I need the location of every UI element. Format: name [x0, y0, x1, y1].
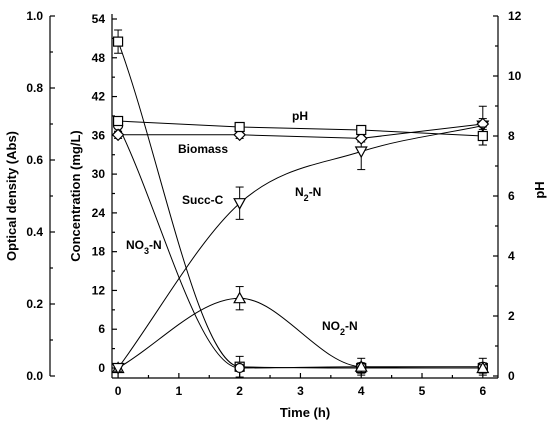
marker-n2-n [233, 198, 247, 210]
y-axis-title-ph: pH [532, 181, 547, 198]
series-line-n2-n [117, 125, 483, 369]
axes-layer: 0.00.20.40.60.81.00612182430364248540246… [26, 9, 521, 398]
annotation-no2-n: NO2-N [322, 319, 358, 337]
conc-tick-label: 36 [92, 128, 106, 142]
ph-tick-label: 0 [508, 369, 515, 383]
annotation-n2-n-sub: 2 [304, 193, 309, 203]
conc-tick-label: 18 [92, 245, 106, 259]
ph-tick-label: 2 [508, 309, 515, 323]
y-axis-title-concentration: Concentration (mg/L) [68, 130, 83, 261]
annotation-no3-n: NO3-N [126, 238, 162, 256]
conc-tick-label: 0 [98, 361, 105, 375]
marker-no3-n [234, 362, 245, 374]
marker-n2-n [111, 362, 125, 375]
marker-ph [477, 130, 488, 142]
marker-biomass [354, 132, 368, 145]
marker-ph [234, 121, 245, 133]
marker-no2-n [233, 291, 247, 304]
od-tick-label: 0.2 [26, 297, 43, 311]
x-tick-label: 5 [419, 384, 426, 398]
conc-tick-label: 6 [98, 322, 105, 336]
x-tick-label: 0 [115, 384, 122, 398]
od-tick-label: 0.4 [26, 225, 43, 239]
marks-layer [111, 29, 490, 378]
x-axis-title: Time (h) [280, 405, 330, 420]
ph-tick-label: 10 [508, 69, 522, 83]
series-line-succ-c [117, 41, 483, 369]
ph-tick-label: 12 [508, 9, 522, 23]
annotation-n2-n-main: N [295, 185, 304, 199]
lines-layer [117, 41, 483, 369]
marker-no2-n [354, 359, 368, 372]
conc-tick-label: 30 [92, 167, 106, 181]
text-layer: Time (h) Optical density (Abs) Concentra… [4, 109, 547, 420]
marker-ph [356, 124, 367, 136]
series-line-biomass [118, 123, 483, 139]
series-line-ph [118, 120, 483, 137]
conc-tick-label: 54 [92, 12, 106, 26]
od-tick-label: 0.0 [26, 369, 43, 383]
od-tick-label: 0.6 [26, 153, 43, 167]
marker-ph [112, 115, 124, 127]
series-line-no2-n [117, 297, 483, 369]
annotation-no2-n-tail: -N [345, 319, 358, 333]
x-tick-label: 1 [176, 384, 183, 398]
ph-tick-label: 4 [508, 249, 515, 263]
annotation-n2-n: N2-N [295, 185, 321, 203]
od-tick-label: 1.0 [26, 9, 43, 23]
conc-tick-label: 12 [92, 283, 106, 297]
annotation-no3-n-main: NO [126, 238, 144, 252]
marker-n2-n [354, 146, 368, 159]
annotation-no3-n-sub: 3 [144, 246, 149, 256]
x-tick-label: 4 [358, 384, 365, 398]
conc-tick-label: 48 [92, 51, 106, 65]
series-line-no3-n [117, 125, 483, 369]
annotation-biomass: Biomass [178, 142, 228, 156]
x-tick-label: 3 [297, 384, 304, 398]
conc-tick-label: 24 [92, 206, 106, 220]
ph-tick-label: 6 [508, 189, 515, 203]
annotation-n2-n-tail: -N [309, 185, 322, 199]
marker-no2-n [476, 361, 490, 374]
x-tick-label: 6 [479, 384, 486, 398]
od-tick-label: 0.8 [26, 81, 43, 95]
annotation-no2-n-sub: 2 [340, 327, 345, 337]
annotation-no3-n-tail: -N [149, 238, 162, 252]
ph-tick-label: 8 [508, 129, 515, 143]
annotation-succ-c: Succ-C [182, 193, 224, 207]
annotation-ph: pH [292, 109, 308, 123]
conc-tick-label: 42 [92, 90, 106, 104]
marker-biomass [111, 128, 125, 142]
y-axis-title-optical-density: Optical density (Abs) [4, 131, 19, 261]
marker-succ-c [112, 36, 124, 47]
annotation-no2-n-main: NO [322, 319, 340, 333]
x-tick-label: 2 [236, 384, 243, 398]
